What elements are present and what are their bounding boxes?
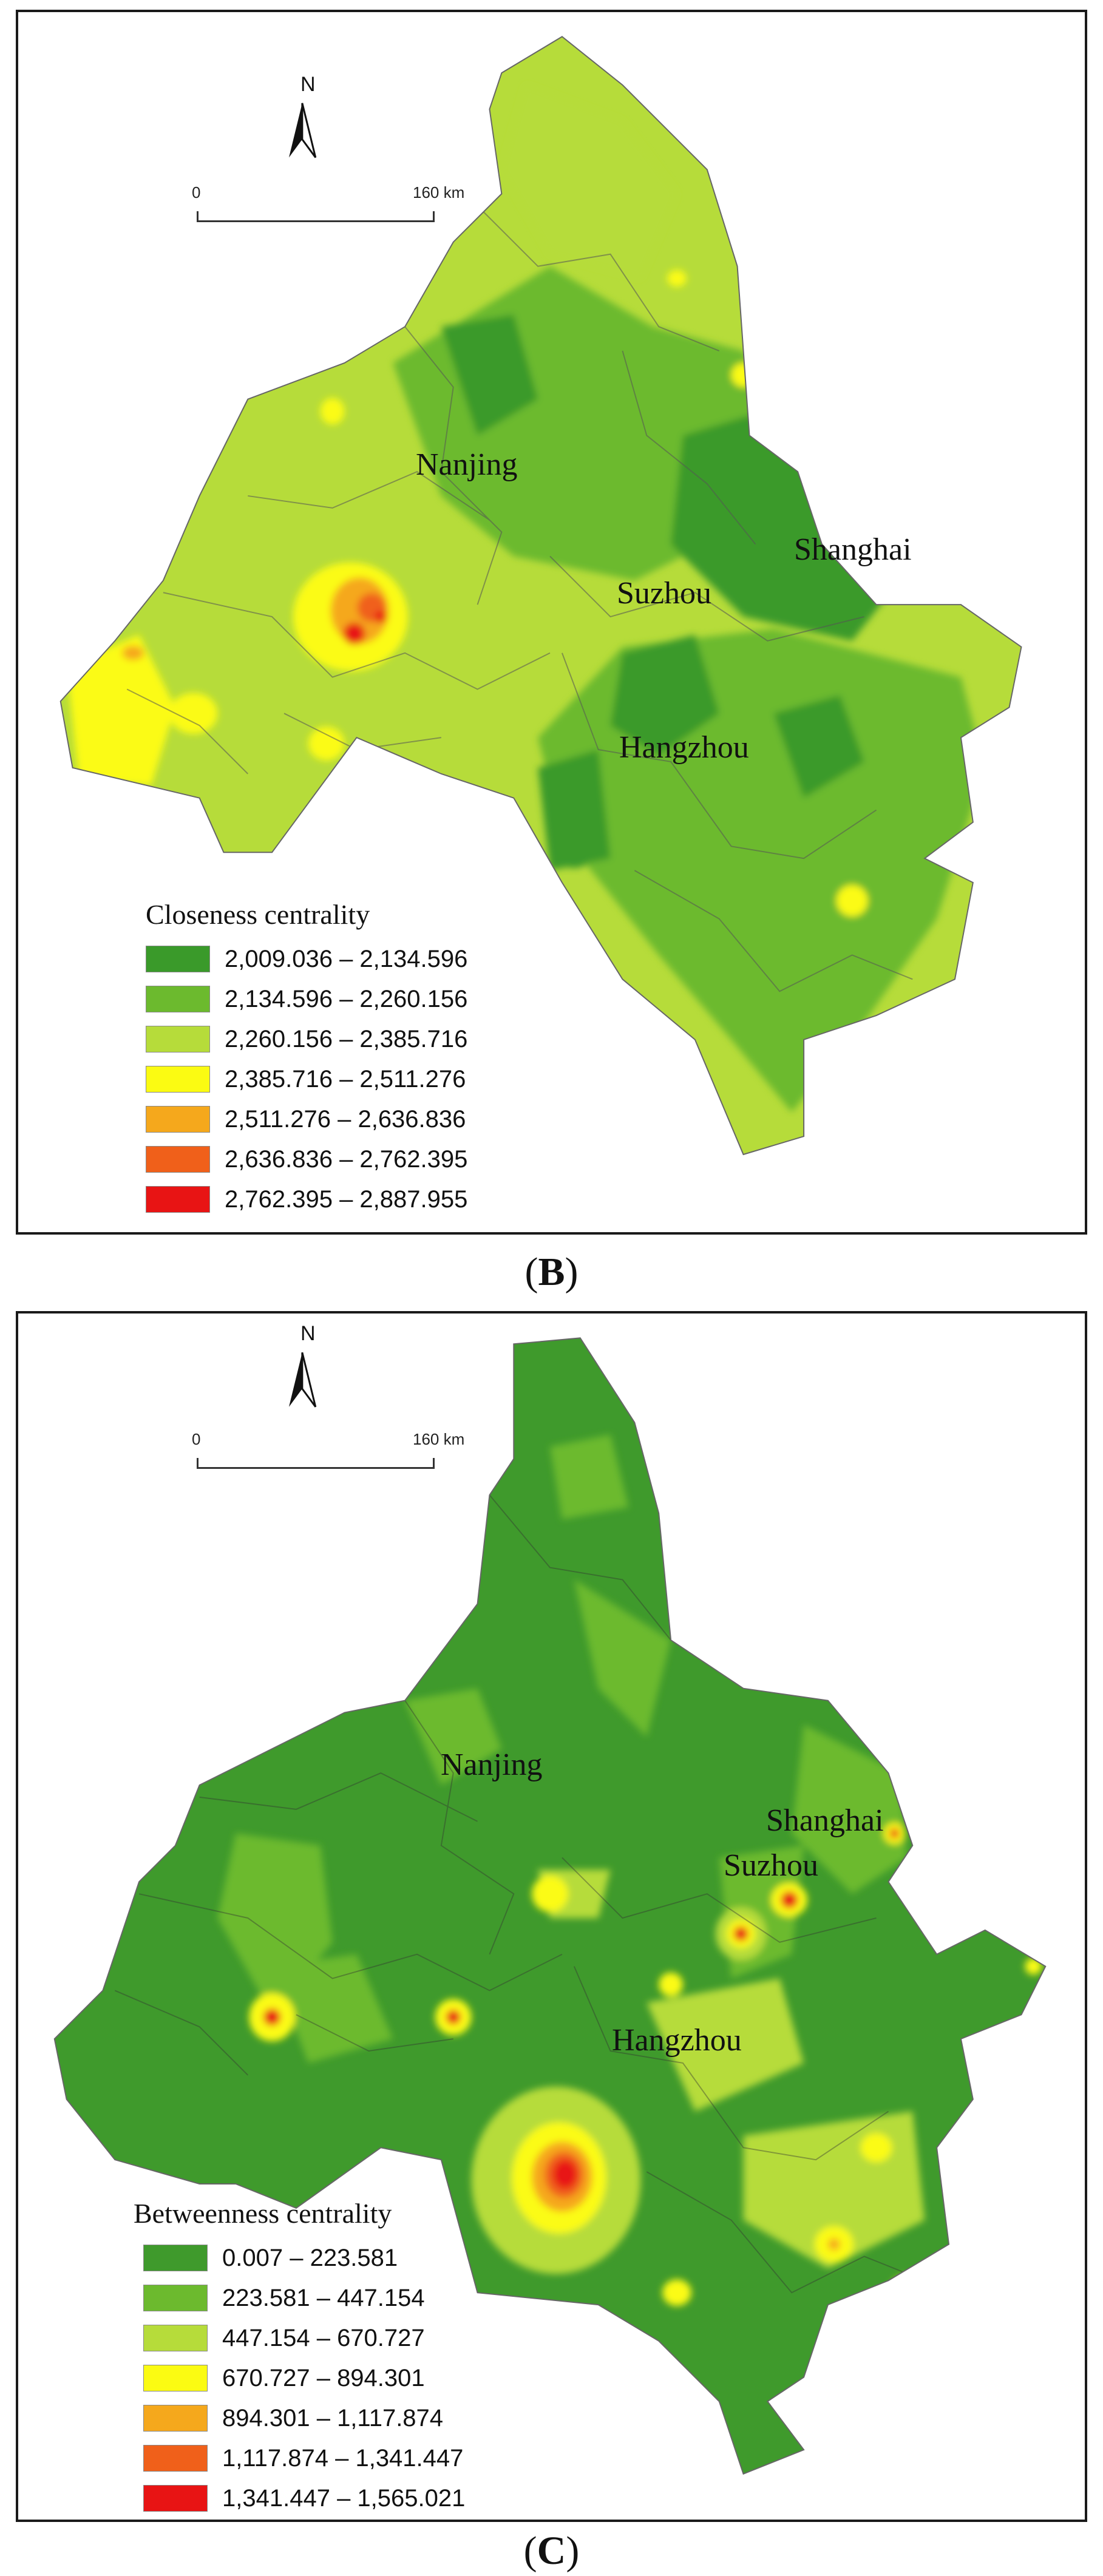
legend-row: 670.727 – 894.301 bbox=[143, 2358, 465, 2398]
legend-row: 0.007 – 223.581 bbox=[143, 2238, 465, 2278]
scale-start-label: 0 bbox=[192, 1430, 201, 1448]
scale-bar-line bbox=[197, 211, 435, 222]
legend-row: 223.581 – 447.154 bbox=[143, 2278, 465, 2318]
legend-label: 2,636.836 – 2,762.395 bbox=[225, 1145, 468, 1173]
legend-label: 223.581 – 447.154 bbox=[222, 2284, 425, 2311]
legend-swatch bbox=[146, 1146, 210, 1173]
legend-swatch bbox=[146, 1066, 210, 1093]
closeness-centrality-map: N 0 160 km Nanjing Shanghai Suzhou Hangz… bbox=[16, 10, 1087, 1235]
legend-row: 2,511.276 – 2,636.836 bbox=[146, 1099, 467, 1139]
city-label-shanghai: Shanghai bbox=[794, 532, 912, 567]
scale-end-label: 160 km bbox=[413, 183, 465, 202]
legend-swatch bbox=[143, 2445, 208, 2472]
legend-swatch bbox=[146, 1186, 210, 1213]
betweenness-legend: Betweenness centrality 0.007 – 223.581 2… bbox=[134, 2197, 465, 2518]
scale-bar-line bbox=[197, 1458, 435, 1469]
legend-row: 1,117.874 – 1,341.447 bbox=[143, 2438, 465, 2478]
legend-swatch bbox=[143, 2365, 208, 2391]
legend-row: 2,636.836 – 2,762.395 bbox=[146, 1139, 467, 1179]
legend-row: 1,341.447 – 1,565.021 bbox=[143, 2478, 465, 2518]
city-label-hangzhou: Hangzhou bbox=[619, 730, 749, 765]
city-label-nanjing: Nanjing bbox=[416, 447, 518, 482]
city-label-suzhou: Suzhou bbox=[724, 1848, 818, 1883]
legend-label: 0.007 – 223.581 bbox=[222, 2244, 398, 2271]
betweenness-centrality-map: N 0 160 km Nanjing Shanghai Suzhou Hangz… bbox=[16, 1311, 1087, 2522]
legend-label: 670.727 – 894.301 bbox=[222, 2364, 425, 2391]
legend-row: 2,134.596 – 2,260.156 bbox=[146, 979, 467, 1019]
city-label-suzhou: Suzhou bbox=[617, 576, 711, 611]
legend-label: 1,117.874 – 1,341.447 bbox=[222, 2444, 464, 2472]
legend-swatch bbox=[143, 2405, 208, 2432]
legend-swatch bbox=[143, 2245, 208, 2271]
legend-label: 2,009.036 – 2,134.596 bbox=[225, 945, 468, 972]
legend-swatch bbox=[146, 1026, 210, 1052]
legend-swatch bbox=[143, 2325, 208, 2351]
scale-start-label: 0 bbox=[192, 183, 201, 202]
caption-c: (C) bbox=[523, 2529, 580, 2573]
region-outline bbox=[59, 36, 1022, 1156]
scale-end-label: 160 km bbox=[413, 1430, 465, 1448]
city-label-shanghai: Shanghai bbox=[766, 1803, 884, 1838]
legend-swatch bbox=[143, 2285, 208, 2311]
legend-row: 2,009.036 – 2,134.596 bbox=[146, 939, 467, 979]
legend-label: 447.154 – 670.727 bbox=[222, 2324, 425, 2351]
city-label-nanjing: Nanjing bbox=[441, 1747, 543, 1782]
legend-title: Betweenness centrality bbox=[134, 2198, 392, 2229]
legend-label: 2,511.276 – 2,636.836 bbox=[225, 1105, 466, 1133]
legend-label: 2,385.716 – 2,511.276 bbox=[225, 1065, 466, 1093]
legend-row: 447.154 – 670.727 bbox=[143, 2318, 465, 2358]
legend-label: 2,260.156 – 2,385.716 bbox=[225, 1025, 468, 1052]
legend-row: 894.301 – 1,117.874 bbox=[143, 2398, 465, 2438]
city-label-hangzhou: Hangzhou bbox=[612, 2023, 742, 2058]
betweenness-map-canvas bbox=[53, 1337, 1047, 2475]
legend-row: 2,385.716 – 2,511.276 bbox=[146, 1059, 467, 1099]
legend-title: Closeness centrality bbox=[146, 899, 370, 930]
legend-swatch bbox=[143, 2485, 208, 2512]
legend-swatch bbox=[146, 1106, 210, 1133]
legend-row: 2,260.156 – 2,385.716 bbox=[146, 1019, 467, 1059]
closeness-map-canvas bbox=[59, 36, 1022, 1156]
legend-label: 2,762.395 – 2,887.955 bbox=[225, 1185, 468, 1213]
caption-b: (B) bbox=[524, 1250, 579, 1294]
north-arrow-icon bbox=[288, 1352, 317, 1408]
legend-swatch bbox=[146, 986, 210, 1012]
region-outline bbox=[53, 1337, 1047, 2475]
betweenness-boundaries bbox=[114, 1494, 925, 2294]
legend-row: 2,762.395 – 2,887.955 bbox=[146, 1179, 467, 1219]
legend-label: 2,134.596 – 2,260.156 bbox=[225, 985, 468, 1012]
closeness-legend: Closeness centrality 2,009.036 – 2,134.5… bbox=[146, 898, 467, 1219]
legend-swatch bbox=[146, 946, 210, 972]
legend-label: 894.301 – 1,117.874 bbox=[222, 2404, 444, 2432]
legend-label: 1,341.447 – 1,565.021 bbox=[222, 2484, 466, 2512]
closeness-boundaries bbox=[126, 205, 913, 992]
north-arrow-icon bbox=[288, 103, 317, 158]
